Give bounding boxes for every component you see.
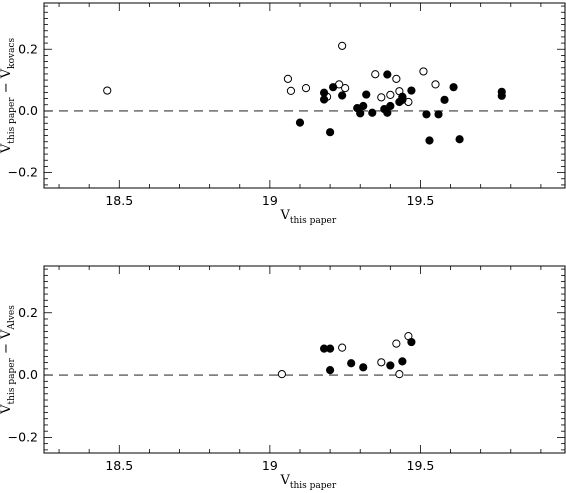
data-point-open <box>377 358 386 367</box>
data-point-open <box>395 370 404 379</box>
panel-top-kovacs: 18.5 19 19.5 −0.2 0.0 0.2 Vthis paper Vthis pap… <box>0 2 566 226</box>
data-point-open <box>419 67 428 76</box>
data-point-filled <box>425 136 434 145</box>
x-tick-label: 18.5 <box>105 458 133 473</box>
x-tick-label: 19 <box>262 458 278 473</box>
data-point-filled <box>434 110 443 119</box>
x-axis-label: Vthis paper <box>280 473 337 491</box>
y-tick-label: 0.0 <box>18 103 38 118</box>
data-point-filled <box>449 83 458 92</box>
data-point-filled <box>407 337 416 347</box>
data-point-filled <box>359 363 368 372</box>
data-point-filled <box>325 365 335 375</box>
plot-frame <box>43 265 566 454</box>
data-point-open <box>431 80 440 89</box>
data-point-filled <box>362 90 371 99</box>
data-point-open <box>103 86 112 95</box>
data-point-open <box>392 74 401 83</box>
data-point-filled <box>407 86 416 95</box>
data-point-open <box>286 86 296 95</box>
data-point-filled <box>319 95 329 104</box>
data-point-filled <box>497 87 506 96</box>
y-tick-label: −0.2 <box>8 429 38 444</box>
x-tick-label: 19 <box>262 193 278 208</box>
data-point-open <box>392 339 401 348</box>
data-point-filled <box>422 110 431 119</box>
data-point-open <box>277 370 287 379</box>
data-point-filled <box>347 359 356 368</box>
data-point-open <box>377 93 386 102</box>
data-point-open <box>338 343 347 352</box>
x-axis-label: Vthis paper <box>280 208 337 226</box>
data-point-filled <box>338 91 347 100</box>
y-tick-label: 0.0 <box>18 367 38 382</box>
data-point-filled <box>383 70 392 79</box>
x-tick-label: 18.5 <box>105 193 133 208</box>
data-point-open <box>341 84 350 93</box>
data-point-filled <box>398 92 407 101</box>
x-tick-label: 19.5 <box>407 193 435 208</box>
x-tick-label: 19.5 <box>407 458 435 473</box>
plot-frame <box>43 2 566 189</box>
data-point-open <box>371 70 380 79</box>
data-point-filled <box>319 88 329 97</box>
data-point-filled <box>386 361 395 370</box>
data-point-filled <box>325 344 335 353</box>
data-point-open <box>301 84 311 93</box>
data-point-filled <box>440 95 449 104</box>
panel-bottom-alves: 18.5 19 19.5 −0.2 0.0 0.2 Vthis paper Vthis pap… <box>0 265 566 491</box>
data-point-filled <box>455 135 464 144</box>
data-point-filled <box>386 101 395 111</box>
data-point-open <box>386 90 395 99</box>
data-point-filled <box>295 118 305 127</box>
data-point-filled <box>329 83 338 92</box>
y-axis-label: Vthis paper − Vkovacs <box>0 38 17 155</box>
data-point-filled <box>356 109 365 118</box>
y-tick-label: 0.2 <box>18 305 38 320</box>
data-point-filled <box>359 101 368 111</box>
data-point-filled <box>398 357 407 366</box>
y-tick-label: 0.2 <box>18 41 38 56</box>
data-point-filled <box>383 108 392 117</box>
data-point-filled <box>368 108 377 117</box>
data-point-open <box>283 74 293 83</box>
data-point-open <box>338 41 347 50</box>
data-point-filled <box>325 128 335 137</box>
y-tick-label: −0.2 <box>8 165 38 180</box>
y-axis-label: Vthis paper − VAlves <box>0 305 17 415</box>
